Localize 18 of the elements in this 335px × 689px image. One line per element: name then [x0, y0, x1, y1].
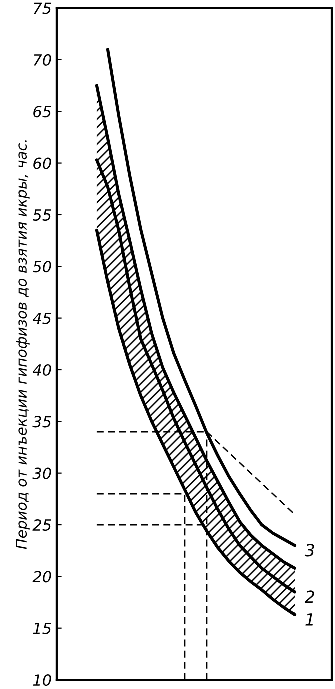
y-tick-label: 75 — [34, 2, 52, 14]
y-axis-title: Период от инъекции гипофизов до взятия икры, час. — [16, 140, 30, 550]
y-tick-label: 55 — [32, 210, 52, 221]
y-tick-label: 35 — [32, 416, 52, 428]
y-tick-label: 30 — [32, 468, 52, 480]
y-tick-label: 65 — [34, 106, 52, 118]
series-label: 3 — [304, 544, 314, 557]
y-tick-label: 45 — [32, 312, 52, 324]
y-tick-label: 15 — [33, 623, 52, 634]
y-tick-label: 50 — [32, 261, 52, 273]
series-label: 1 — [306, 614, 313, 626]
y-tick-label: 25 — [32, 519, 52, 532]
y-tick-label: 10 — [33, 674, 52, 686]
series-label: 2 — [304, 590, 314, 603]
y-tick-label: 40 — [32, 364, 52, 376]
y-tick-label: 70 — [34, 54, 52, 66]
y-tick-label: 60 — [34, 158, 52, 170]
y-tick-label: 20 — [32, 571, 52, 583]
